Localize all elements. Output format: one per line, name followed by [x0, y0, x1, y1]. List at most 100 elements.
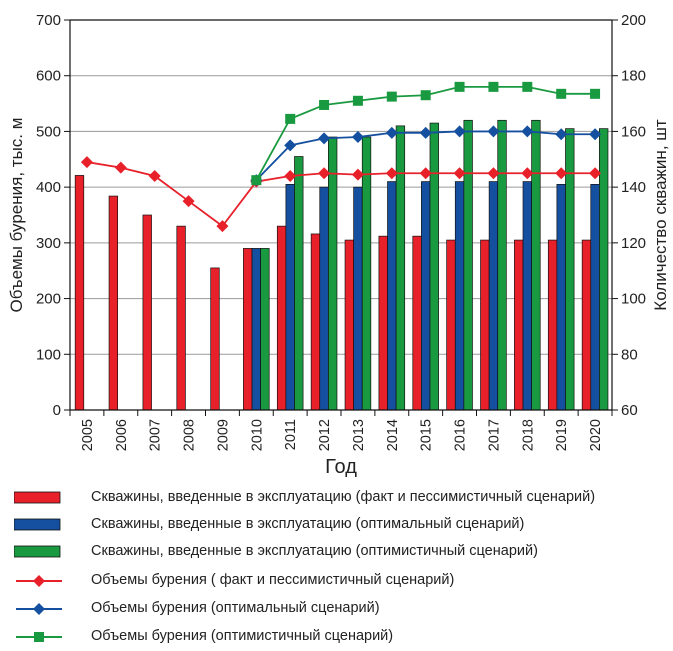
bar-2008-s0	[176, 225, 186, 411]
bar-2011-s0	[276, 225, 287, 411]
marker-diamond-2015	[419, 167, 432, 180]
bar-2018-s0	[514, 239, 524, 411]
series-line-0	[86, 161, 596, 228]
x-tick-label: 2014	[385, 419, 401, 451]
bar-2016-s0	[446, 239, 456, 411]
marker-diamond-2007	[148, 170, 161, 182]
bars	[74, 119, 609, 411]
legend-swatch-red-line	[16, 575, 62, 587]
legend-swatch-blue-line	[16, 603, 62, 615]
chart: 0 100 200 300 400 500 600 700 60 80 100 120 140 160 18…	[7, 12, 670, 478]
bar-2013-s2	[361, 136, 372, 411]
bar-2007-s0	[142, 214, 152, 411]
marker-diamond-2009	[216, 220, 229, 233]
x-tick-label: 2011	[283, 419, 299, 450]
marker-diamond-2020	[589, 167, 602, 180]
legend-label: Объемы бурения ( факт и пессимистичный с…	[91, 572, 455, 588]
bar-2012-s0	[310, 233, 321, 411]
legend-swatch-red-bar	[14, 491, 61, 504]
bar-2010-s1	[251, 248, 261, 411]
marker-diamond-2012	[318, 167, 331, 180]
y-left-tick-label: 600	[36, 68, 61, 85]
marker-square-2014	[386, 91, 397, 102]
legend-swatch-green-line	[16, 632, 62, 642]
x-tick-label: 2018	[520, 419, 536, 451]
marker-diamond-2015	[419, 126, 432, 139]
y-right-tick-label: 60	[621, 402, 638, 419]
bar-2017-s2	[497, 119, 507, 411]
bar-2016-s1	[454, 181, 465, 411]
marker-diamond-2016	[453, 125, 466, 138]
x-tick-label: 2017	[486, 419, 502, 451]
legend-item-line-optimistic: Объемы бурения (оптимистичный сценарий)	[0, 625, 673, 649]
axes: 0 100 200 300 400 500 600 700 60 80 100 120 140 160 18…	[36, 12, 646, 451]
bar-2010-s2	[260, 248, 270, 411]
y-left-tick-label: 300	[36, 235, 61, 252]
marker-square-2015	[420, 90, 431, 101]
marker-square-2011	[285, 113, 296, 124]
marker-square-2012	[319, 99, 330, 110]
x-tick-label: 2009	[215, 419, 231, 451]
bar-2019-s1	[556, 184, 566, 411]
marker-diamond-2017	[487, 167, 500, 180]
x-tick-label: 2019	[554, 419, 570, 451]
y-right-tick-label: 80	[621, 346, 638, 363]
marker-square-2017	[488, 81, 499, 92]
y-left-tick-label: 700	[36, 12, 61, 29]
x-axis-label: Год	[325, 456, 357, 478]
bar-2015-s2	[429, 122, 439, 411]
x-tick-label: 2016	[453, 419, 469, 451]
legend-item-bar-optimal: Скважины, введенные в эксплуатацию (опти…	[0, 513, 673, 537]
y-right-tick-label: 160	[621, 123, 646, 140]
bar-2009-s0	[210, 267, 220, 411]
legend-item-line-optimal: Объемы бурения (оптимальный сценарий)	[0, 597, 673, 621]
y-left-tick-label: 0	[53, 402, 61, 419]
y-axis-left-label: Объемы бурения, тыс. м	[7, 118, 26, 313]
bar-2020-s1	[590, 184, 600, 411]
bar-2012-s1	[319, 186, 329, 411]
bar-2005-s0	[74, 175, 85, 411]
lines	[80, 81, 602, 233]
bar-2013-s1	[353, 186, 363, 411]
bar-2013-s0	[344, 239, 354, 411]
marker-diamond-2006	[114, 161, 127, 174]
y-right-tick-label: 120	[621, 235, 646, 252]
marker-square-2016	[454, 81, 465, 92]
y-axis-right-label: Количество скважин, шт	[651, 119, 670, 311]
marker-square-2010	[251, 175, 262, 186]
bar-2018-s2	[531, 119, 541, 411]
legend-swatch-blue-bar	[14, 518, 61, 531]
bar-2014-s2	[395, 125, 406, 411]
x-tick-label: 2015	[419, 419, 435, 451]
legend-label: Объемы бурения (оптимальный сценарий)	[91, 600, 380, 616]
marker-diamond-2011	[284, 170, 297, 182]
y-left-tick-label: 400	[36, 179, 61, 196]
bar-2018-s1	[522, 181, 532, 411]
bar-2014-s0	[378, 235, 388, 411]
y-right-tick-label: 140	[621, 179, 646, 196]
bar-2014-s1	[387, 181, 397, 411]
y-left-tick-label: 100	[36, 346, 61, 363]
marker-diamond-2011	[284, 139, 297, 152]
bar-2017-s1	[488, 181, 499, 411]
marker-diamond-2016	[453, 167, 466, 180]
marker-diamond-2018	[521, 167, 534, 180]
bar-2016-s2	[463, 119, 473, 411]
marker-diamond-2013	[351, 168, 364, 181]
x-tick-label: 2005	[80, 419, 96, 451]
marker-square-2019	[556, 88, 567, 99]
bar-2011-s2	[294, 156, 304, 411]
x-tick-label: 2013	[351, 419, 367, 451]
x-tick-label: 2020	[588, 419, 604, 451]
bar-2020-s0	[581, 239, 592, 411]
legend-item-line-fact: Объемы бурения ( факт и пессимистичный с…	[0, 569, 673, 593]
bar-2015-s1	[421, 181, 431, 411]
x-tick-label: 2007	[148, 419, 164, 451]
legend-item-bar-optimistic: Скважины, введенные в эксплуатацию (опти…	[0, 540, 673, 564]
y-right-tick-label: 200	[621, 12, 646, 29]
y-left-tick-label: 200	[36, 291, 61, 308]
bar-2017-s0	[480, 239, 490, 411]
legend-item-bar-fact: Скважины, введенные в эксплуатацию (факт…	[0, 486, 673, 510]
legend-label: Скважины, введенные в эксплуатацию (опти…	[91, 543, 538, 559]
marker-diamond-2013	[351, 131, 364, 143]
